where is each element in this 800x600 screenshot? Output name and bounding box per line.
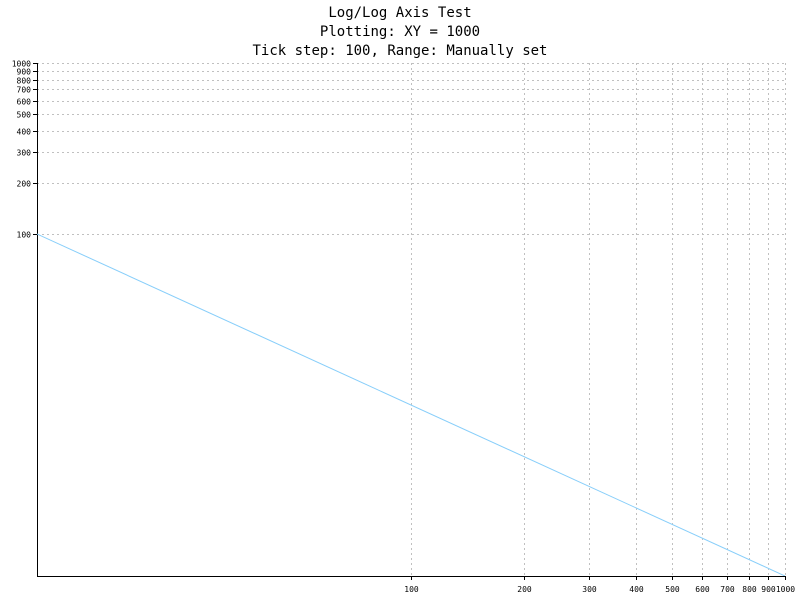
x-tick-label: 400 <box>629 585 644 594</box>
y-tick-label: 1000 <box>12 60 31 69</box>
x-tick-label: 1000 <box>776 585 795 594</box>
y-tick-label: 900 <box>17 68 32 77</box>
x-tick-label: 100 <box>404 585 419 594</box>
series-line <box>37 233 785 576</box>
y-tick-label: 300 <box>17 149 32 158</box>
x-tick-label: 700 <box>720 585 735 594</box>
y-tick-label: 600 <box>17 98 32 107</box>
x-tick-label: 800 <box>742 585 757 594</box>
y-tick-label: 400 <box>17 128 32 137</box>
x-tick-label: 200 <box>517 585 532 594</box>
chart-subtitle-2: Tick step: 100, Range: Manually set <box>252 43 548 59</box>
x-tick-label: 500 <box>665 585 680 594</box>
y-tick-label: 500 <box>17 111 32 120</box>
x-tick-label: 900 <box>761 585 776 594</box>
x-tick-label: 600 <box>695 585 710 594</box>
y-tick-label: 700 <box>17 86 32 95</box>
y-tick-label: 200 <box>17 180 32 189</box>
y-tick-label: 800 <box>17 77 32 86</box>
y-tick-label: 100 <box>17 231 32 240</box>
x-tick-label: 300 <box>582 585 597 594</box>
chart-title: Log/Log Axis Test <box>328 5 472 21</box>
chart-subtitle: Plotting: XY = 1000 <box>319 24 481 40</box>
